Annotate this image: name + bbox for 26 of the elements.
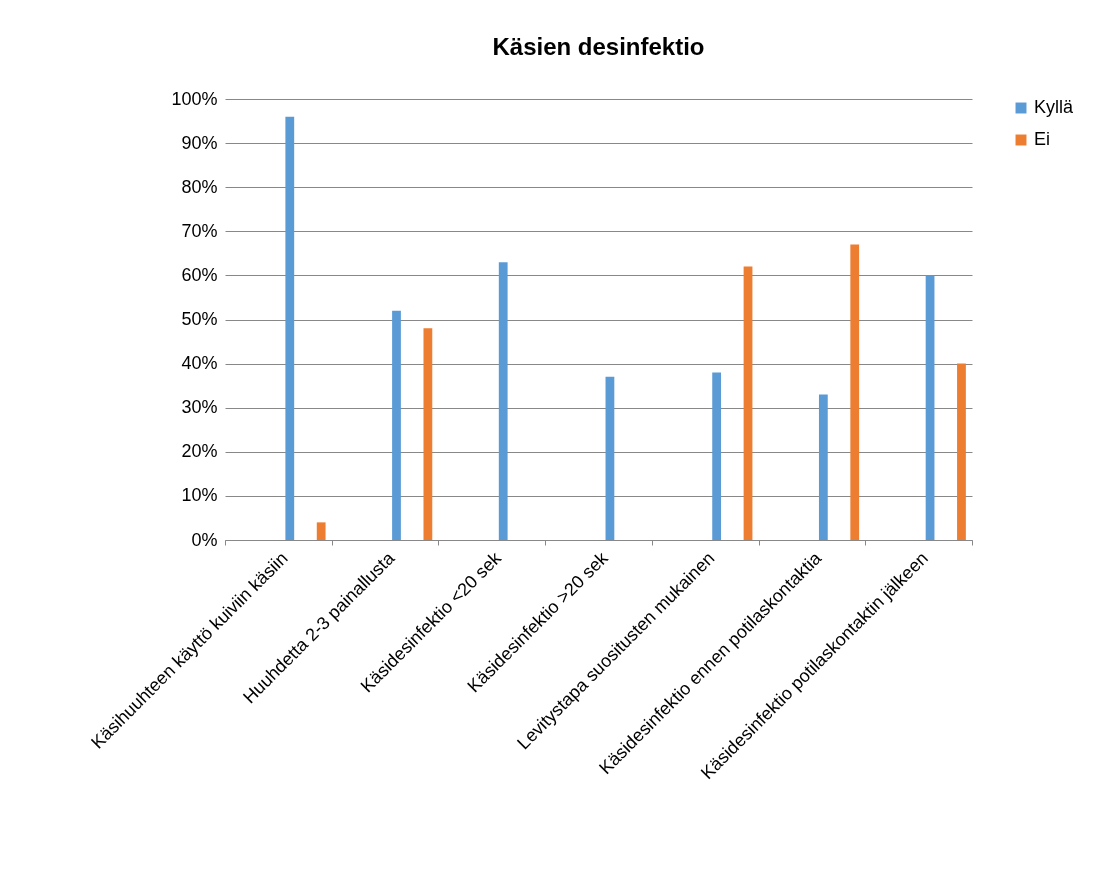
y-tick-label: 0% (191, 529, 218, 550)
bar (285, 116, 295, 540)
y-tick-label: 80% (181, 176, 218, 197)
y-tick-label: 40% (181, 353, 218, 374)
y-tick-label: 10% (181, 485, 218, 506)
bar (392, 310, 401, 540)
bar (743, 266, 753, 540)
bar (498, 262, 508, 540)
y-tick-label: 60% (181, 264, 218, 285)
y-tick-label: 70% (181, 220, 218, 241)
y-tick-label: 30% (181, 397, 218, 418)
y-tick-label: 50% (181, 309, 218, 329)
y-tick-label: 100% (171, 88, 218, 109)
legend-label: Kyllä (1034, 97, 1074, 117)
bar (818, 394, 828, 540)
bar (605, 376, 615, 540)
bar (957, 363, 966, 540)
bar (850, 244, 860, 540)
legend-label: Ei (1034, 129, 1051, 149)
bar (423, 328, 433, 540)
bar (316, 522, 326, 540)
y-tick-label: 90% (181, 132, 218, 153)
chart-title: Käsien desinfektio (492, 33, 705, 60)
bar (925, 275, 935, 540)
bar (712, 372, 722, 540)
y-tick-label: 20% (181, 441, 218, 462)
